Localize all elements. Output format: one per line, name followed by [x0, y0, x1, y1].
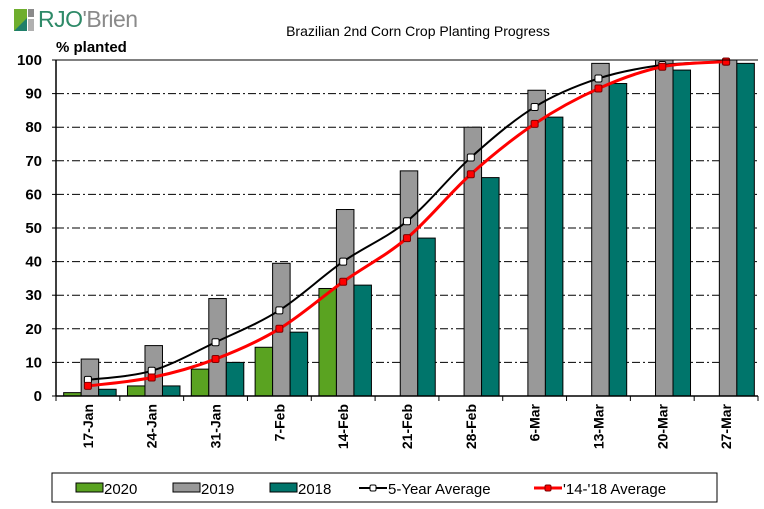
bar-2019 — [527, 89, 546, 397]
legend-swatch-2020 — [75, 482, 104, 493]
y-tick-label: 30 — [25, 287, 42, 304]
legend-swatch-2019 — [172, 482, 201, 493]
y-tick-label: 80 — [25, 119, 42, 136]
marker-14-18-average — [403, 234, 411, 243]
bar-2018 — [98, 388, 117, 397]
x-tick-labels: 17-Jan 24-Jan 31-Jan 7-Feb 14-Feb 21-Feb 28-Fe… — [80, 403, 734, 449]
bar-2019 — [208, 298, 227, 397]
bar-2018 — [672, 69, 692, 397]
bar-2019 — [399, 170, 419, 397]
bar-2019 — [655, 59, 674, 397]
marker-14-18-average — [83, 381, 92, 390]
marker-5-year-average — [211, 338, 220, 347]
x-tick-label: 21-Feb — [399, 404, 415, 449]
bar-2018 — [289, 331, 309, 397]
bar-2020 — [318, 287, 337, 397]
marker-5-year-average — [275, 306, 284, 315]
rjo-brien-logo-icon — [14, 9, 34, 31]
marker-5-year-average — [403, 217, 411, 226]
bar-2018 — [353, 284, 372, 397]
bar-2020 — [190, 368, 210, 397]
legend-swatch-2018 — [269, 482, 298, 493]
legend-label-2019: 2019 — [201, 481, 234, 498]
marker-14-18-average — [211, 355, 220, 364]
bar-2018 — [161, 385, 181, 397]
marker-14-18-average — [147, 373, 156, 382]
brand-logo: RJO'Brien — [10, 6, 140, 36]
bars — [63, 59, 755, 397]
x-tick-label: 28-Feb — [463, 404, 479, 449]
bar-2018 — [608, 83, 628, 397]
bar-2018 — [736, 62, 755, 397]
marker-5-year-average — [530, 103, 539, 112]
x-tick-label: 17-Jan — [80, 404, 96, 448]
y-tick-labels: 0 10 20 30 40 50 60 70 80 90 100 — [17, 52, 42, 405]
bar-2018 — [544, 116, 564, 397]
marker-14-18-average — [722, 57, 731, 66]
marker-5-year-average — [339, 257, 348, 266]
y-tick-label: 90 — [25, 86, 42, 103]
x-tick-label: 14-Feb — [335, 404, 351, 449]
marker-14-18-average — [339, 277, 348, 286]
marker-5-year-average — [147, 366, 156, 375]
x-tick-label: 6-Mar — [527, 403, 543, 441]
brand-name-rest: 'Brien — [82, 6, 139, 32]
x-tick-label: 7-Feb — [271, 404, 287, 441]
x-tick-label: 31-Jan — [208, 404, 224, 448]
brand-name: RJO'Brien — [38, 6, 138, 33]
legend-label-2020: 2020 — [104, 481, 137, 498]
legend-marker-14-18-average — [544, 484, 552, 492]
y-tick-label: 60 — [25, 186, 42, 203]
bar-2019 — [591, 62, 610, 397]
y-tick-label: 40 — [25, 254, 42, 271]
x-tick-label: 27-Mar — [718, 403, 734, 449]
legend-label-2018: 2018 — [298, 481, 331, 498]
marker-14-18-average — [594, 84, 603, 93]
bar-2018 — [481, 177, 500, 397]
axes — [52, 59, 759, 401]
y-tick-label: 20 — [25, 321, 42, 338]
bar-2018 — [417, 237, 436, 397]
bar-2020 — [254, 346, 274, 397]
bar-2019 — [718, 59, 738, 397]
bar-2020 — [126, 385, 146, 397]
lines — [83, 57, 731, 390]
legend: 2020 2019 2018 5-Year Average '14-'18 Averag… — [51, 472, 718, 503]
y-axis-label: % planted — [56, 39, 127, 56]
legend-label-14-18-average: '14-'18 Average — [563, 481, 666, 498]
y-tick-label: 100 — [17, 52, 42, 69]
y-tick-label: 10 — [25, 354, 42, 371]
marker-14-18-average — [658, 62, 667, 71]
marker-14-18-average — [530, 119, 539, 128]
y-tick-label: 70 — [25, 153, 42, 170]
marker-5-year-average — [594, 74, 603, 83]
marker-14-18-average — [275, 324, 284, 333]
x-tick-label: 24-Jan — [144, 404, 160, 448]
y-tick-label: 50 — [25, 220, 42, 237]
x-tick-label: 13-Mar — [590, 403, 606, 449]
bar-2019 — [335, 209, 355, 397]
bar-2018 — [225, 361, 245, 397]
y-tick-label: 0 — [34, 388, 42, 405]
chart-title: Brazilian 2nd Corn Crop Planting Progres… — [286, 23, 550, 39]
brand-name-rjo: RJO — [38, 6, 83, 32]
marker-14-18-average — [466, 170, 475, 179]
legend-label-5-year-average: 5-Year Average — [388, 481, 491, 498]
marker-5-year-average — [466, 153, 475, 162]
legend-marker-5-year-average — [369, 484, 377, 492]
x-tick-label: 20-Mar — [654, 403, 670, 449]
